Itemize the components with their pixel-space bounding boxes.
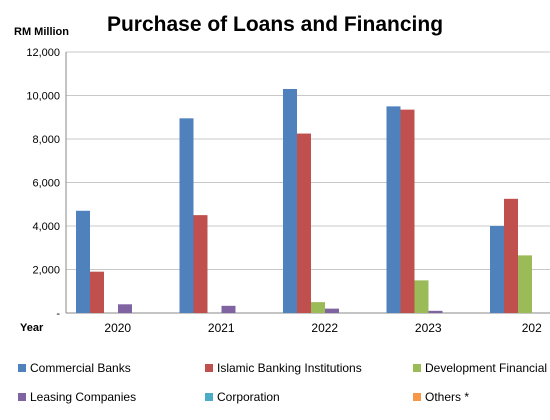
bar	[193, 215, 208, 313]
legend-label: Commercial Banks	[30, 361, 131, 375]
bar	[297, 133, 311, 313]
bar	[283, 88, 297, 313]
legend-label: Others *	[425, 390, 469, 404]
y-tick-label: -	[56, 308, 60, 320]
bar	[118, 304, 132, 313]
bar	[386, 106, 401, 313]
y-tick-label: 6,000	[32, 178, 60, 190]
bar	[400, 109, 415, 313]
x-tick-label: 2021	[208, 321, 235, 335]
y-axis-label: RM Million	[14, 26, 69, 38]
chart-title: Purchase of Loans and Financing	[107, 13, 443, 36]
legend-swatch	[18, 364, 26, 372]
legend-swatch	[413, 393, 421, 401]
x-tick-label: 2023	[415, 321, 442, 335]
legend-swatch	[205, 393, 213, 401]
bar	[518, 255, 532, 313]
x-tick-label: 2022	[311, 321, 338, 335]
x-axis-label: Year	[20, 322, 44, 334]
bar	[414, 280, 429, 313]
legend-swatch	[413, 364, 421, 372]
bar	[311, 302, 325, 313]
legend-swatch	[205, 364, 213, 372]
bar	[325, 308, 339, 313]
bar	[504, 198, 518, 313]
y-tick-label: 8,000	[32, 134, 60, 146]
x-axis-categories: 2020 2021 2022 2023 202	[104, 321, 542, 335]
legend-swatch	[18, 393, 26, 401]
x-tick-label: 2020	[104, 321, 131, 335]
y-tick-label: 2,000	[32, 265, 60, 277]
bar	[428, 310, 443, 313]
bar	[221, 305, 236, 313]
bar	[179, 118, 194, 314]
bars	[76, 88, 532, 314]
y-tick-label: 4,000	[32, 221, 60, 233]
legend-label: Development Financial In	[425, 361, 550, 375]
y-axis-ticks: - 2,000 4,000 6,000 8,000 10,000 12,000	[26, 47, 60, 320]
legend-label: Leasing Companies	[30, 390, 136, 404]
legend: Commercial Banks Islamic Banking Institut…	[18, 361, 550, 404]
y-tick-label: 10,000	[26, 91, 60, 103]
x-tick-label: 202	[522, 321, 542, 335]
legend-label: Islamic Banking Institutions	[217, 361, 362, 375]
legend-label: Corporation	[217, 390, 280, 404]
bar	[490, 226, 504, 313]
bar	[90, 271, 104, 313]
bar	[76, 210, 90, 313]
y-tick-label: 12,000	[26, 47, 60, 59]
